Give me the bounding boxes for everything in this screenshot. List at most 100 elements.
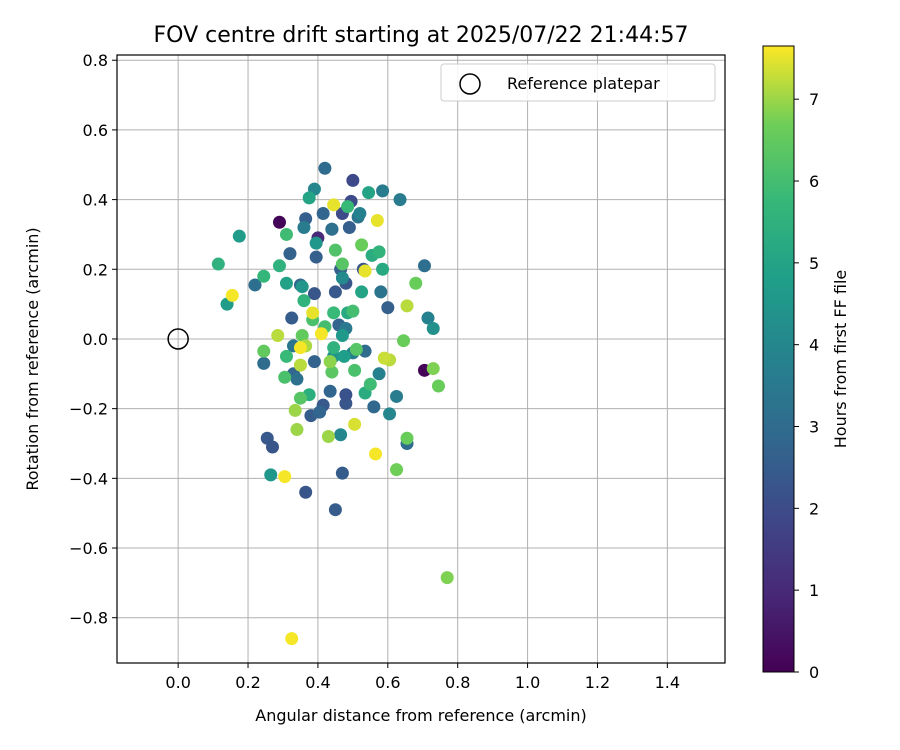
scatter-point — [323, 384, 337, 398]
scatter-point — [342, 220, 356, 234]
scatter-point — [314, 327, 328, 341]
scatter-point — [426, 322, 440, 336]
scatter-point — [348, 417, 362, 431]
scatter-point — [293, 358, 307, 372]
scatter-point — [362, 186, 376, 200]
scatter-point — [327, 341, 341, 355]
scatter-point — [328, 285, 342, 299]
scatter-point — [264, 468, 278, 482]
colorbar-tick-label: 0 — [809, 663, 819, 682]
scatter-point — [393, 193, 407, 207]
y-tick-label: 0.6 — [83, 121, 108, 140]
scatter-point — [358, 264, 372, 278]
colorbar: 0 1 2 3 4 5 6 7 Hours from first FF file — [762, 45, 850, 682]
scatter-point — [376, 262, 390, 276]
scatter-point — [272, 215, 286, 229]
reference-marker — [167, 328, 189, 350]
scatter-point — [307, 355, 321, 369]
scatter-point — [321, 430, 335, 444]
scatter-point — [376, 184, 390, 198]
scatter-point — [339, 388, 353, 402]
y-tick-label: 0.4 — [83, 191, 108, 210]
x-tick-label: 1.0 — [515, 673, 540, 692]
scatter-point — [346, 173, 360, 187]
scatter-point — [316, 207, 330, 221]
x-tick-label: 0.2 — [235, 673, 260, 692]
reference-platepar-point — [167, 328, 189, 350]
x-tick-label: 0.8 — [445, 673, 470, 692]
scatter-point — [297, 220, 311, 234]
scatter-point — [285, 632, 299, 646]
scatter-point — [353, 207, 367, 221]
scatter-point — [328, 503, 342, 517]
scatter-point — [278, 370, 292, 384]
y-tick-label: 0.8 — [83, 51, 108, 70]
colorbar-tick-label: 1 — [809, 581, 819, 600]
scatter-point — [367, 400, 381, 414]
scatter-point — [248, 278, 262, 292]
scatter-point — [283, 247, 297, 261]
scatter-point — [290, 423, 304, 437]
scatter-point — [279, 349, 293, 363]
scatter-point — [295, 328, 309, 342]
scatter-point — [279, 276, 293, 290]
y-tick-label: −0.4 — [69, 469, 108, 488]
scatter-point — [302, 191, 316, 205]
legend: Reference platepar — [440, 63, 716, 102]
scatter-point — [327, 198, 341, 212]
scatter-point — [370, 214, 384, 228]
scatter-point — [257, 344, 271, 358]
scatter-point — [440, 571, 454, 585]
scatter-point — [383, 407, 397, 421]
colorbar-tick-label: 6 — [809, 172, 819, 191]
scatter-point — [400, 431, 414, 445]
scatter-point — [337, 349, 351, 363]
scatter-point — [397, 334, 411, 348]
x-tick-label: 0.4 — [305, 673, 330, 692]
scatter-point — [417, 259, 431, 273]
colorbar-ticks: 0 1 2 3 4 5 6 7 — [794, 90, 819, 682]
scatter-point — [290, 372, 304, 386]
scatter-point — [278, 470, 292, 484]
scatter-point — [355, 285, 369, 299]
y-axis-label: Rotation from reference (arcmin) — [23, 227, 42, 490]
scatter-point — [381, 301, 395, 315]
scatter-point — [293, 391, 307, 405]
scatter-point — [390, 463, 404, 477]
scatter-point — [265, 440, 279, 454]
scatter-point — [211, 257, 225, 271]
scatter-point — [328, 243, 342, 257]
scatter-point — [355, 238, 369, 252]
scatter-point — [257, 269, 271, 283]
x-tick-label: 1.2 — [585, 673, 610, 692]
legend-label: Reference platepar — [507, 74, 660, 93]
scatter-point — [271, 328, 285, 342]
scatter-point — [232, 229, 246, 243]
scatter-point — [309, 250, 323, 264]
scatter-point — [377, 351, 391, 365]
scatter-point — [297, 294, 311, 308]
scatter-point — [409, 276, 423, 290]
chart-title: FOV centre drift starting at 2025/07/22 … — [154, 23, 689, 48]
y-tick-label: −0.8 — [69, 609, 108, 628]
y-tick-label: 0.2 — [83, 260, 108, 279]
y-tick-label: −0.6 — [69, 539, 108, 558]
scatter-point — [349, 342, 363, 356]
colorbar-tick-label: 4 — [809, 336, 819, 355]
y-axis-ticks: −0.8 −0.6 −0.4 −0.2 0.0 0.2 0.4 0.6 0.8 — [69, 51, 117, 628]
scatter-point — [306, 306, 320, 320]
scatter-point — [288, 403, 302, 417]
scatter-points — [211, 161, 454, 646]
scatter-point — [335, 257, 349, 271]
scatter-point — [335, 271, 349, 285]
colorbar-tick-label: 5 — [809, 254, 819, 273]
scatter-point — [400, 299, 414, 313]
scatter-point — [225, 288, 239, 302]
x-tick-label: 0.0 — [165, 673, 190, 692]
legend-marker — [459, 73, 481, 95]
scatter-point — [313, 405, 327, 419]
scatter-point — [318, 161, 332, 175]
scatter-point — [335, 328, 349, 342]
scatter-point — [334, 428, 348, 442]
